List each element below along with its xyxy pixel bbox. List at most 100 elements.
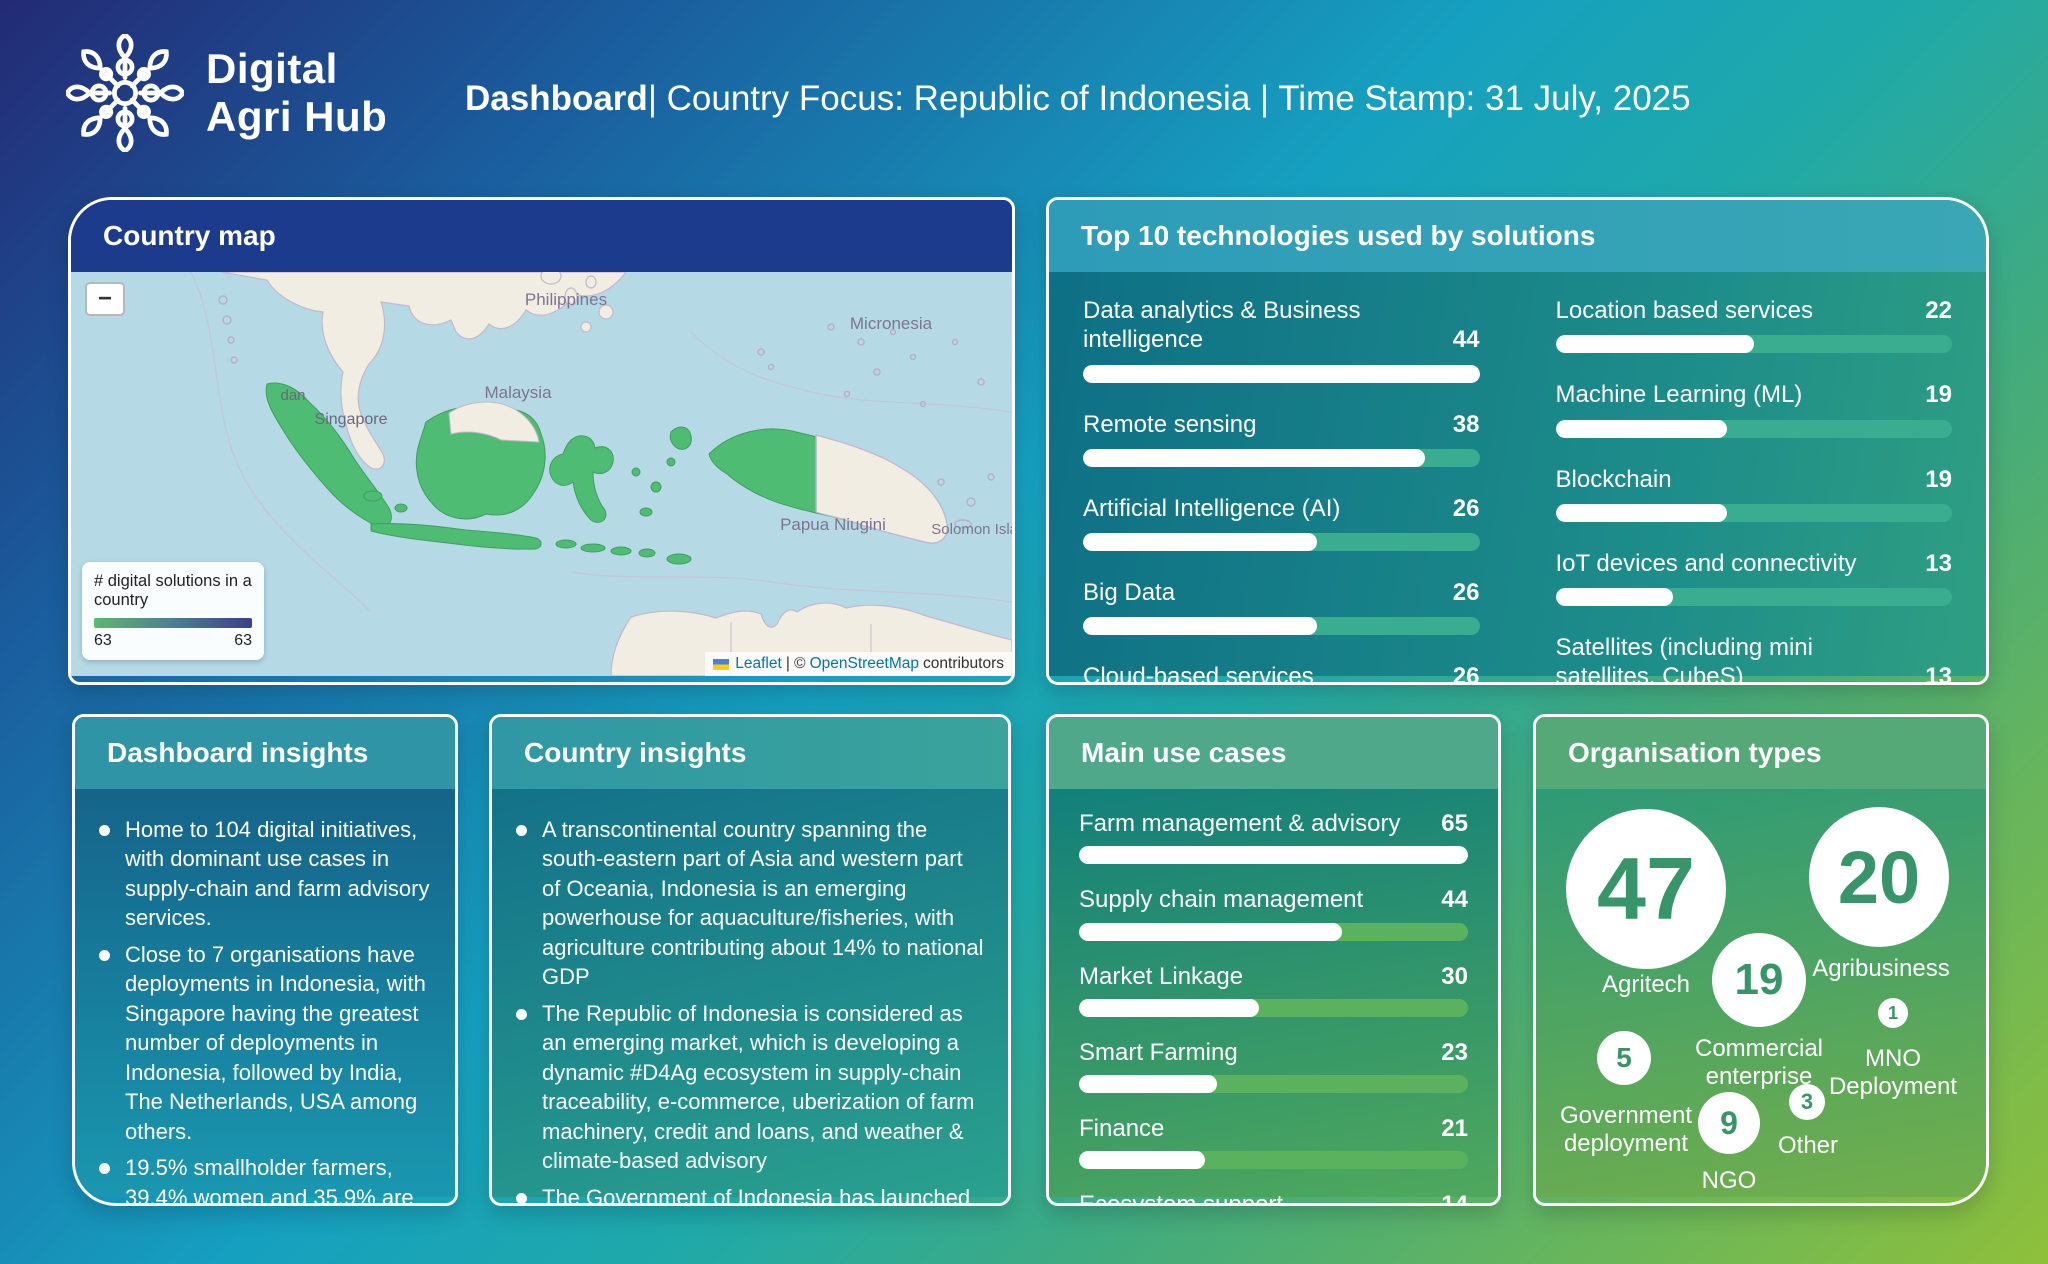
use-case-value: 65	[1441, 810, 1468, 837]
bullet-icon	[99, 949, 110, 961]
bubble-commercial-enterprise: 19	[1712, 933, 1806, 1027]
tech-label: Data analytics & Business intelligence	[1083, 297, 1361, 354]
use-cases-title: Main use cases	[1081, 737, 1287, 768]
map-label-papua-niugini: Papua Niugini	[780, 515, 886, 534]
leaflet-map[interactable]: Philippines Micronesia Singapore Malaysi…	[71, 272, 1012, 676]
tech-value: 26	[1452, 494, 1480, 522]
tech-label: Cloud-based services	[1083, 663, 1314, 685]
bullet-icon	[516, 1008, 527, 1020]
bubble-mno-deployment: 1	[1878, 998, 1908, 1028]
bubble-label-other: Other	[1777, 1132, 1839, 1159]
use-case-item: Smart Farming 23	[1079, 1038, 1468, 1094]
organisation-types-body: 47 20 19 9 5 3 1 Agritech Agribusiness C…	[1536, 789, 1986, 1197]
map-labels: Philippines Micronesia Singapore Malaysi…	[280, 290, 1012, 538]
map-land-philippines	[540, 272, 614, 333]
insight-bullet: 19.5% smallholder farmers, 39.4% women a…	[99, 1153, 431, 1203]
bubble-label-mno-deployment: MNO Deployment	[1828, 1045, 1958, 1101]
use-case-value: 30	[1441, 962, 1468, 990]
use-case-value: 21	[1441, 1115, 1468, 1143]
tech-value: 26	[1452, 663, 1480, 685]
tech-label: Remote sensing	[1083, 410, 1257, 438]
country-map-panel: Country map	[68, 197, 1015, 685]
tech-item: Machine Learning (ML) 19	[1555, 380, 1952, 438]
tech-label: Artificial Intelligence (AI)	[1083, 494, 1341, 522]
tech-bar-track	[1555, 419, 1952, 438]
tech-item: Remote sensing 38	[1083, 410, 1480, 467]
map-legend-max: 63	[234, 632, 252, 649]
leaflet-link[interactable]: Leaflet	[735, 655, 782, 672]
dashboard-insights-panel: Dashboard insights Home to 104 digital i…	[72, 714, 458, 1206]
tech-item: Blockchain 19	[1555, 465, 1952, 522]
bubble-other: 3	[1789, 1084, 1825, 1120]
tech-value: 38	[1452, 410, 1480, 438]
map-label-singapore: Singapore	[315, 411, 388, 428]
bubble-label-commercial-enterprise: Commercial enterprise	[1694, 1035, 1823, 1091]
country-map-header: Country map	[71, 200, 1012, 272]
tech-label: Location based services	[1555, 297, 1813, 324]
use-case-bar-track	[1079, 1151, 1468, 1170]
tech-label: Blockchain	[1555, 465, 1672, 493]
use-case-item: Supply chain management 44	[1079, 885, 1468, 941]
tech-bar-fill	[1555, 335, 1754, 354]
use-case-label: Finance	[1079, 1115, 1165, 1143]
insight-text: The Government of Indonesia has launched…	[542, 1184, 971, 1206]
use-case-label: Smart Farming	[1079, 1038, 1238, 1066]
use-case-value: 23	[1441, 1038, 1468, 1066]
country-map-title: Country map	[103, 220, 276, 251]
use-case-label: Market Linkage	[1079, 962, 1244, 990]
tech-bar-track	[1083, 364, 1480, 383]
map-land-malaysia-borneo	[448, 401, 540, 443]
tech-item: Satellites (including mini satellites, C…	[1555, 633, 1953, 685]
tech-label: Satellites (including mini satellites, C…	[1555, 634, 1813, 685]
tech-bar-track	[1083, 533, 1480, 552]
map-label-micronesia: Micronesia	[850, 314, 933, 333]
ukraine-flag-icon	[713, 658, 730, 670]
openstreetmap-link[interactable]: OpenStreetMap	[809, 655, 920, 672]
attribution-separator: | ©	[785, 655, 806, 672]
organisation-types-panel: Organisation types 47 20 19 9 5 3 1 Agri…	[1533, 714, 1989, 1206]
bubble-ngo: 9	[1698, 1092, 1760, 1154]
insight-bullet: A transcontinental country spanning the …	[516, 815, 984, 992]
tech-label: Machine Learning (ML)	[1555, 381, 1803, 409]
use-case-bar-track	[1079, 922, 1468, 941]
bubble-agritech: 47	[1566, 809, 1726, 969]
use-case-label: Farm management & advisory	[1079, 810, 1401, 837]
country-insights-panel: Country insights A transcontinental coun…	[489, 714, 1011, 1206]
country-insights-title: Country insights	[524, 737, 747, 768]
tech-label: IoT devices and connectivity	[1555, 549, 1857, 577]
logo-text: Digital Agri Hub	[206, 45, 387, 141]
use-case-bar-track	[1079, 998, 1468, 1017]
bubble-label-agritech: Agritech	[1601, 971, 1691, 998]
map-zoom-out-button[interactable]: −	[85, 282, 125, 316]
bubble-label-ngo: NGO	[1701, 1167, 1757, 1194]
map-label-malaysia: Malaysia	[484, 383, 552, 402]
page-title-bold: Dashboard	[465, 78, 648, 118]
bubble-label-agribusiness: Agribusiness	[1812, 955, 1950, 982]
use-case-item: Ecosystem support 14	[1079, 1190, 1468, 1203]
use-cases-body: Farm management & advisory 65 Supply chai…	[1049, 789, 1498, 1203]
tech-item: Location based services 22	[1555, 296, 1952, 354]
map-label-solomon-island: Solomon Island	[931, 521, 1012, 538]
tech-bar-track	[1555, 503, 1952, 522]
use-case-bar-fill	[1079, 998, 1259, 1017]
digital-agri-hub-logo: Digital Agri Hub	[66, 34, 387, 152]
page-title-rest: | Country Focus: Republic of Indonesia |…	[647, 78, 1691, 118]
use-case-bar-fill	[1079, 922, 1343, 941]
use-case-bar-fill	[1079, 1151, 1205, 1170]
map-label-philippines: Philippines	[525, 290, 607, 309]
insight-bullet: The Government of Indonesia has launched…	[516, 1183, 984, 1206]
dashboard-insights-title: Dashboard insights	[107, 737, 369, 768]
map-land-png	[815, 434, 948, 544]
page-title: Dashboard | Country Focus: Republic of I…	[465, 0, 1691, 197]
bullet-icon	[99, 825, 110, 836]
use-case-item: Market Linkage 30	[1079, 962, 1468, 1017]
tech-item: Big Data 26	[1083, 578, 1480, 636]
country-insights-header: Country insights	[492, 717, 1008, 789]
technologies-right-column: Location based services 22 Machine Learni…	[1555, 296, 1952, 682]
map-land-mainland	[220, 272, 627, 470]
attribution-suffix: contributors	[923, 655, 1004, 672]
logo-line-2: Agri Hub	[206, 93, 388, 140]
bubble-agribusiness: 20	[1809, 807, 1949, 947]
technologies-body: Data analytics & Business intelligence 44…	[1049, 272, 1986, 682]
tech-value: 19	[1925, 381, 1952, 409]
